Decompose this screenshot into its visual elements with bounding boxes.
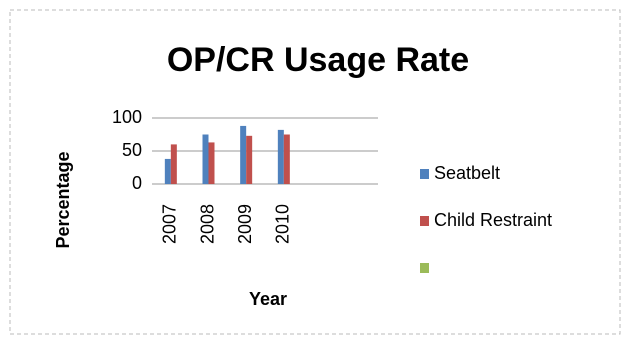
bar bbox=[164, 158, 171, 184]
legend-marker bbox=[420, 169, 429, 179]
bar bbox=[283, 134, 290, 184]
chart-frame bbox=[9, 9, 621, 335]
y-axis-label: Percentage bbox=[53, 151, 73, 248]
bar bbox=[208, 142, 215, 184]
bar bbox=[246, 135, 253, 184]
bar bbox=[277, 129, 284, 184]
x-tick-label: 2007 bbox=[160, 204, 180, 244]
y-tick-label: 100 bbox=[112, 107, 142, 127]
legend-marker bbox=[420, 216, 429, 226]
x-tick-label: 2010 bbox=[273, 204, 293, 244]
bar bbox=[240, 125, 247, 184]
bar bbox=[202, 134, 209, 184]
legend-label: Child Restraint bbox=[434, 210, 552, 230]
legend-marker bbox=[420, 263, 429, 273]
chart-title: OP/CR Usage Rate bbox=[167, 41, 469, 79]
x-tick-label: 2008 bbox=[197, 204, 217, 244]
y-tick-label: 50 bbox=[122, 140, 142, 160]
legend-label: Seatbelt bbox=[434, 163, 500, 183]
bar bbox=[170, 144, 177, 184]
x-tick-label: 2009 bbox=[235, 204, 255, 244]
y-tick-label: 0 bbox=[132, 173, 142, 193]
x-axis-label: Year bbox=[249, 289, 287, 309]
